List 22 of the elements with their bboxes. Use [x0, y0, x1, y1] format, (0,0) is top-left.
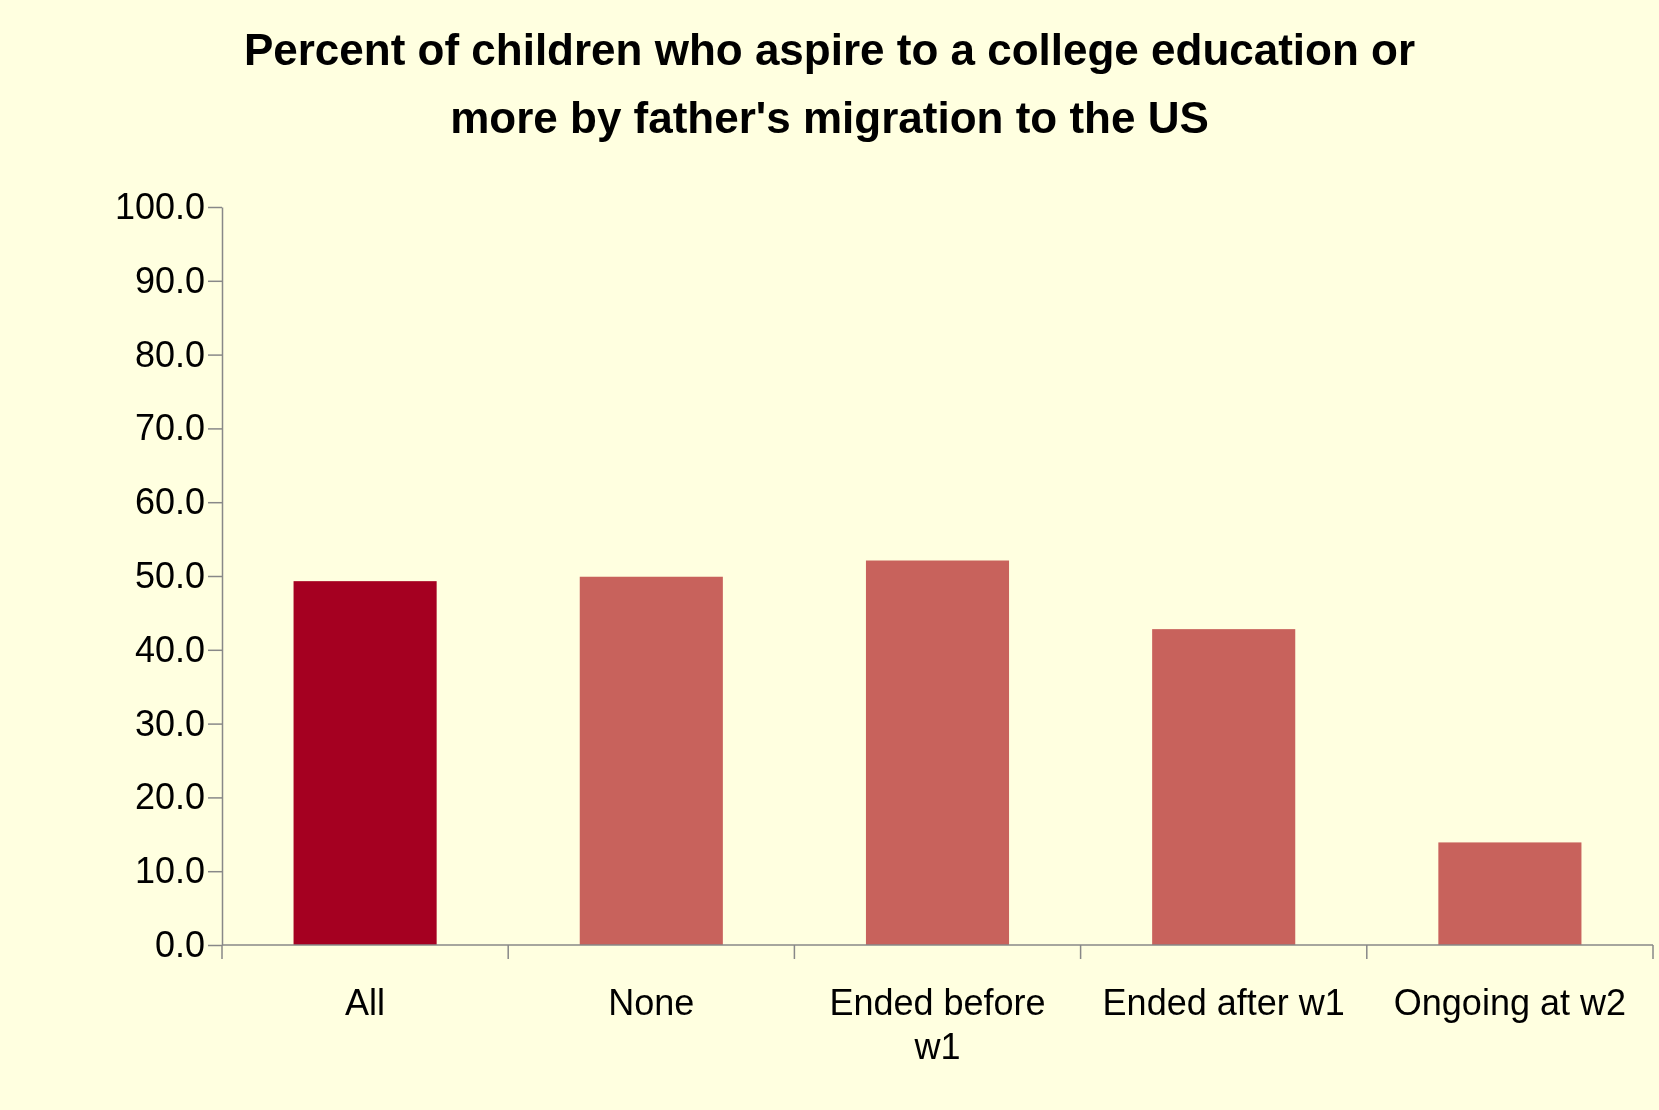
bar [579, 576, 723, 945]
x-tick-label: Ongoing at w2 [1393, 982, 1626, 1023]
bar [1152, 629, 1296, 945]
x-tick-label: None [608, 982, 695, 1023]
bar [1438, 842, 1582, 945]
y-tick-label: 10.0 [134, 850, 205, 892]
y-tick-label: 100.0 [114, 186, 205, 228]
y-tick-label: 80.0 [134, 333, 205, 375]
x-tick-label: Ended before w1 [829, 982, 1046, 1067]
x-tick-label: All [345, 982, 386, 1023]
y-tick-label: 40.0 [134, 628, 205, 670]
y-tick-label: 30.0 [134, 702, 205, 744]
y-tick-label: 70.0 [134, 407, 205, 449]
x-tick-label: Ended after w1 [1102, 982, 1345, 1023]
bar [865, 560, 1010, 945]
y-tick-label: 20.0 [134, 776, 205, 818]
y-tick-label: 0.0 [154, 924, 205, 966]
chart-title: Percent of children who aspire to a college education or more by father's migration to the US [243, 25, 1416, 142]
bar [293, 581, 437, 945]
y-tick-label: 60.0 [134, 481, 205, 523]
y-tick-label: 50.0 [134, 555, 205, 597]
y-tick-label: 90.0 [134, 259, 205, 301]
